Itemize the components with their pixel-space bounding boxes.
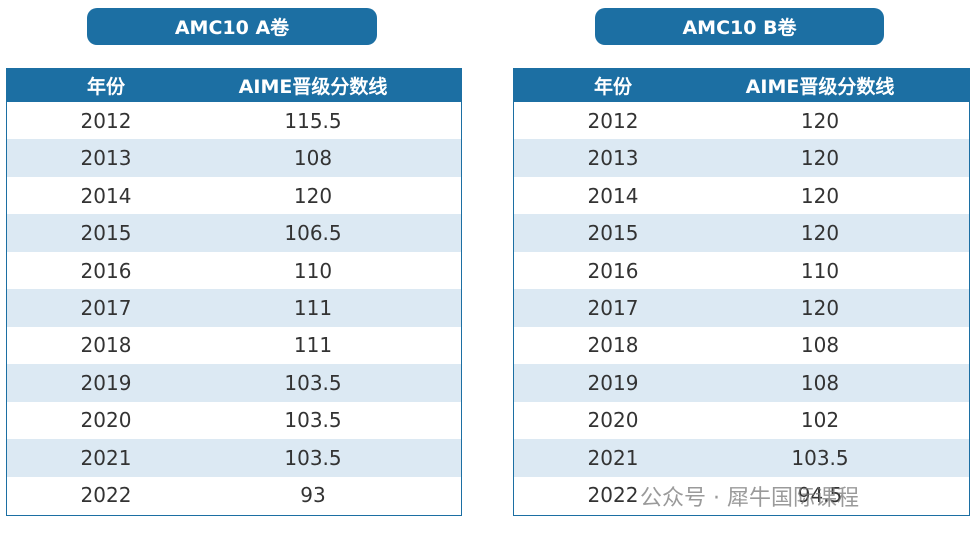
table-row: 2012 115.5 — [7, 102, 461, 139]
table-row: 2019 103.5 — [7, 364, 461, 402]
table-row: 2020 102 — [514, 402, 969, 439]
table-row: 2018 108 — [514, 327, 969, 364]
table-row: 2020 103.5 — [7, 402, 461, 439]
table-row: 2013 120 — [514, 139, 969, 177]
header-cell: 年份 — [86, 76, 126, 98]
table-cell: 106.5 — [284, 221, 342, 246]
table-cell: 2012 — [80, 108, 132, 133]
table-cell: 2021 — [80, 445, 132, 470]
table-cell: 120 — [800, 183, 840, 208]
table-row: 2017 120 — [514, 289, 969, 327]
table-cell: 103.5 — [791, 445, 849, 470]
table-cell: 94.5 — [797, 483, 843, 508]
table-cell: 2016 — [80, 258, 132, 283]
table-cell: 111 — [293, 295, 333, 320]
table-row: 2015 120 — [514, 214, 969, 252]
table-cell: 2012 — [587, 108, 639, 133]
table-cell: 2021 — [587, 445, 639, 470]
table-cell: 110 — [293, 258, 333, 283]
header-cell: AIME晋级分数线 — [745, 76, 895, 98]
table-cell: 108 — [293, 146, 333, 171]
table-title: AMC10 A卷 — [87, 8, 377, 45]
table-row: 2019 108 — [514, 364, 969, 402]
table-cell: 110 — [800, 258, 840, 283]
table-cell: 120 — [800, 295, 840, 320]
table-row: 2016 110 — [514, 252, 969, 289]
table-cell: 2022 — [587, 483, 639, 508]
table-row: 2021 103.5 — [514, 439, 969, 477]
table-cell: 2015 — [587, 221, 639, 246]
table-cell: 2020 — [587, 408, 639, 433]
table-cell: 2020 — [80, 408, 132, 433]
table-cell: 2014 — [587, 183, 639, 208]
table-cell: 2019 — [587, 370, 639, 395]
table-row: 2018 111 — [7, 327, 461, 364]
table-cell: 2017 — [587, 295, 639, 320]
header-cell: AIME晋级分数线 — [238, 76, 388, 98]
table: 年份 AIME晋级分数线 2012 115.5 2013 108 2014 120 2015 10… — [6, 68, 462, 516]
table-cell: 120 — [800, 146, 840, 171]
table-cell: 102 — [800, 408, 840, 433]
table-cell: 108 — [800, 333, 840, 358]
header-row: 年份 AIME晋级分数线 — [514, 69, 969, 102]
table-cell: 103.5 — [284, 408, 342, 433]
table-row: 2017 111 — [7, 289, 461, 327]
table-cell: 2019 — [80, 370, 132, 395]
header-row: 年份 AIME晋级分数线 — [7, 69, 461, 102]
table-cell: 120 — [800, 221, 840, 246]
table-cell: 120 — [293, 183, 333, 208]
table-row: 2014 120 — [7, 177, 461, 214]
table-cell: 115.5 — [284, 108, 342, 133]
table-row: 2022 94.5 — [514, 477, 969, 514]
table-row: 2012 120 — [514, 102, 969, 139]
table-cell: 93 — [300, 483, 326, 508]
table-cell: 2018 — [80, 333, 132, 358]
table-cell: 2016 — [587, 258, 639, 283]
table-cell: 2014 — [80, 183, 132, 208]
table-cell: 2013 — [587, 146, 639, 171]
table-cell: 2013 — [80, 146, 132, 171]
table-row: 2016 110 — [7, 252, 461, 289]
table-cell: 2018 — [587, 333, 639, 358]
table-cell: 2017 — [80, 295, 132, 320]
table-cell: 103.5 — [284, 445, 342, 470]
table-row: 2021 103.5 — [7, 439, 461, 477]
table-row: 2013 108 — [7, 139, 461, 177]
table-row: 2014 120 — [514, 177, 969, 214]
table-title: AMC10 B卷 — [595, 8, 884, 45]
table-cell: 108 — [800, 370, 840, 395]
table-cell: 103.5 — [284, 370, 342, 395]
table-cell: 120 — [800, 108, 840, 133]
header-cell: 年份 — [593, 76, 633, 98]
table-cell: 111 — [293, 333, 333, 358]
table: 年份 AIME晋级分数线 2012 120 2013 120 2014 120 2015 120 2… — [513, 68, 970, 516]
table-row: 2022 93 — [7, 477, 461, 514]
table-cell: 2022 — [80, 483, 132, 508]
watermark: 公众号 · 犀牛国际课程 — [640, 486, 859, 511]
table-row: 2015 106.5 — [7, 214, 461, 252]
table-cell: 2015 — [80, 221, 132, 246]
